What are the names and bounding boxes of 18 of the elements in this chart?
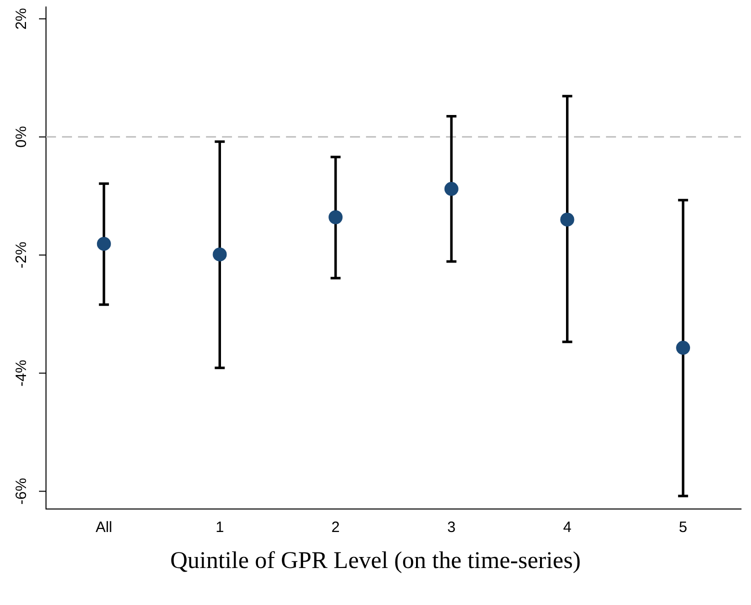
x-tick-label: 1 <box>216 519 224 536</box>
y-tick-label: -4% <box>13 360 30 387</box>
x-tick-label: 3 <box>447 519 456 536</box>
x-tick-label: 5 <box>678 519 688 536</box>
point <box>212 247 227 262</box>
x-axis-title: Quintile of GPR Level (on the time-series) <box>169 548 582 575</box>
x-tick-label: 2 <box>331 519 340 536</box>
point <box>96 236 111 251</box>
point <box>444 182 458 196</box>
y-tick-label: -6% <box>13 478 30 505</box>
y-tick-label: -2% <box>13 242 30 268</box>
y-tick-label: 2% <box>13 8 30 30</box>
y-tick-label: 0% <box>13 126 30 148</box>
point <box>328 210 343 224</box>
point <box>676 340 690 355</box>
point <box>560 212 574 227</box>
x-tick-label: All <box>96 519 112 536</box>
x-tick-label: 4 <box>563 519 572 536</box>
